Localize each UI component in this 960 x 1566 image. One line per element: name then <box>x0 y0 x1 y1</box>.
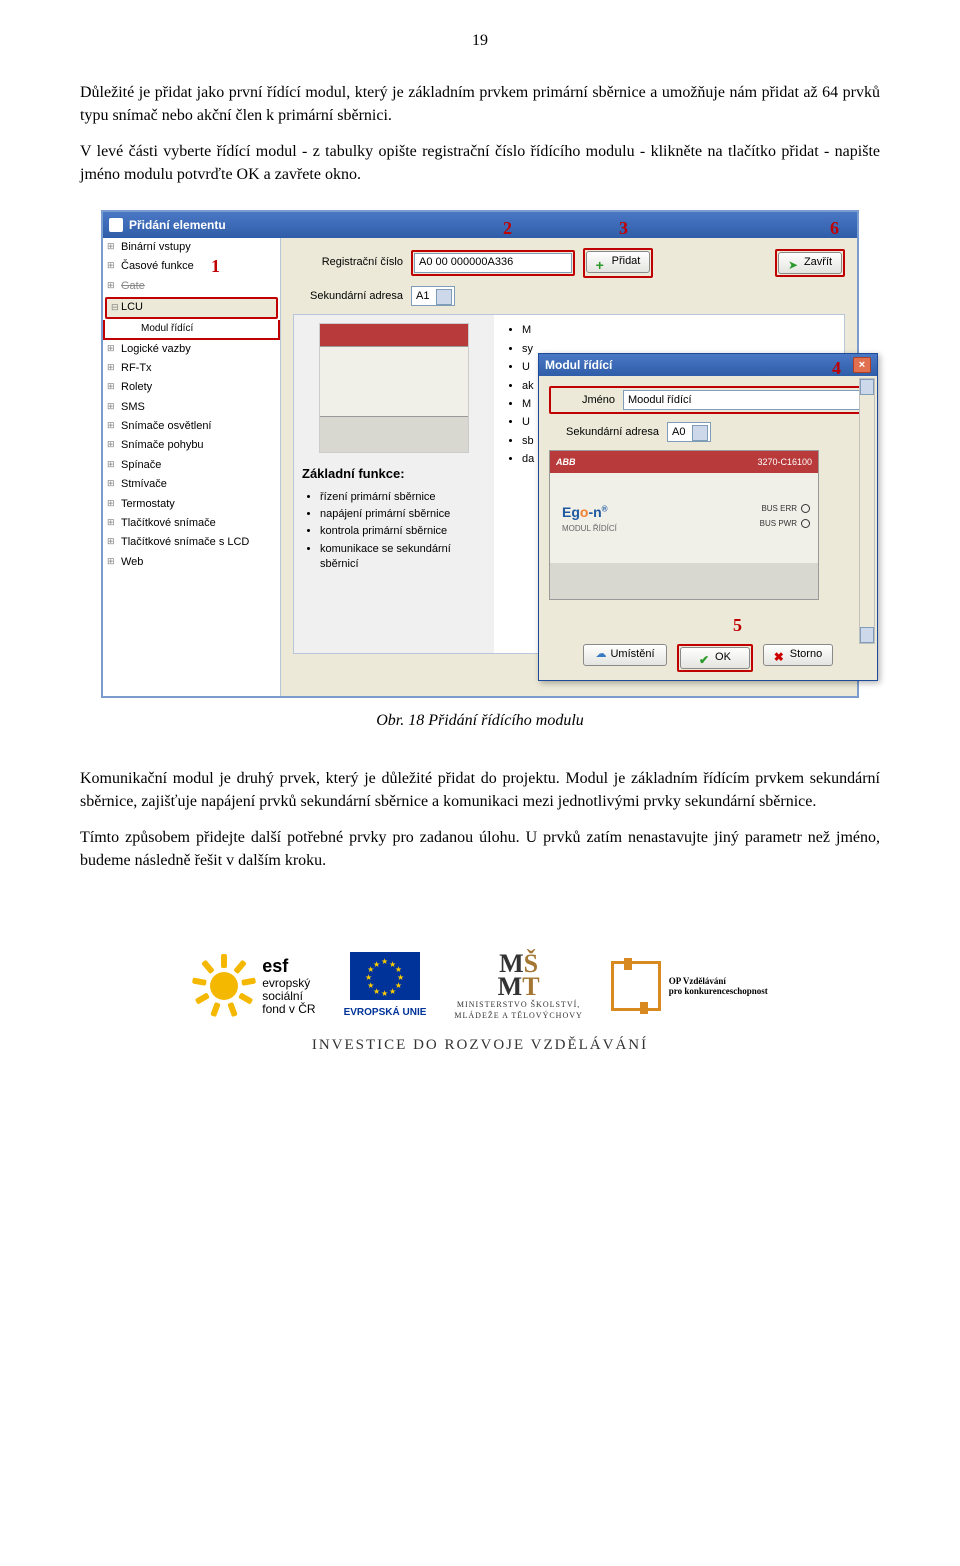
basic-item: komunikace se sekundární sběrnicí <box>320 542 486 573</box>
tree-item[interactable]: Spínače <box>103 456 280 475</box>
tree-item[interactable]: Tlačítkové snímače <box>103 514 280 533</box>
device-image <box>319 323 469 453</box>
page-number: 19 <box>80 30 880 52</box>
dialog-icon <box>109 218 123 232</box>
storno-button[interactable]: ✖Storno <box>763 644 833 666</box>
paragraph-4: Tímto způsobem přidejte další potřebné p… <box>80 827 880 872</box>
modal-close-button[interactable]: × <box>853 357 871 373</box>
add-button[interactable]: +Přidat <box>586 251 650 273</box>
plus-icon: + <box>596 256 608 268</box>
sek-combo[interactable]: A1 <box>411 286 455 306</box>
place-icon: ☁ <box>595 647 606 662</box>
led-icon <box>801 504 810 513</box>
sek-label: Sekundární adresa <box>293 289 403 304</box>
tree-list[interactable]: Binární vstupyČasové funkceGateLCUModul … <box>103 238 280 572</box>
device-code: 3270-C16100 <box>757 456 812 469</box>
place-button[interactable]: ☁Umístění <box>583 644 667 666</box>
reg-input[interactable]: A0 00 000000A336 <box>414 253 572 273</box>
modal-title: Modul řídící <box>545 357 612 374</box>
eu-logo: ★★★★★★★★★★★★ EVROPSKÁ UNIE <box>344 952 427 1020</box>
tree-item[interactable]: LCU <box>105 297 278 318</box>
reg-label: Registrační číslo <box>293 255 403 270</box>
run-icon: ➤ <box>788 257 800 269</box>
tree-item[interactable]: Web <box>103 553 280 572</box>
abb-logo: ABB <box>556 456 576 469</box>
callout-4: 4 <box>832 356 841 381</box>
callout-5: 5 <box>733 613 742 638</box>
modal-name-input[interactable]: Moodul řídící <box>623 390 863 410</box>
egon-logo: Ego-n® <box>562 503 617 523</box>
check-icon: ✔ <box>699 652 711 664</box>
callout-1: 1 <box>211 254 220 279</box>
tree-item[interactable]: SMS <box>103 398 280 417</box>
paragraph-3: Komunikační modul je druhý prvek, který … <box>80 768 880 813</box>
basic-list: řízení primární sběrnice napájení primárn… <box>302 490 486 575</box>
tree-item[interactable]: Časové funkce <box>103 257 280 276</box>
led2-label: BUS PWR <box>760 518 797 529</box>
esf-logo: esfevropskýsociálnífond v ČR <box>192 954 315 1018</box>
tree-item[interactable]: Rolety <box>103 378 280 397</box>
basic-item: kontrola primární sběrnice <box>320 524 486 539</box>
device-preview: ABB 3270-C16100 Ego-n® MODUL ŘÍDÍCÍ BUS … <box>549 450 819 600</box>
tree-item[interactable]: Binární vstupy <box>103 238 280 257</box>
opvk-logo: OP Vzdělávánípro konkurenceschopnost <box>611 961 768 1011</box>
tree-item[interactable]: RF-Tx <box>103 359 280 378</box>
figure-caption: Obr. 18 Přidání řídícího modulu <box>80 710 880 732</box>
tree-item[interactable]: Gate <box>103 277 280 296</box>
invest-text: INVESTICE DO ROZVOJE VZDĚLÁVÁNÍ <box>312 1035 648 1056</box>
egon-sub: MODUL ŘÍDÍCÍ <box>562 523 617 534</box>
modal-sek-label: Sekundární adresa <box>549 425 659 440</box>
modal-sek-combo[interactable]: A0 <box>667 422 711 442</box>
ok-button[interactable]: ✔OK <box>680 647 750 669</box>
tree-item[interactable]: Snímače pohybu <box>103 436 280 455</box>
dialog-title: Přidání elementu <box>129 217 226 234</box>
led1-label: BUS ERR <box>761 503 797 514</box>
modal-name-label: Jméno <box>553 393 615 408</box>
tree-item[interactable]: Snímače osvětlení <box>103 417 280 436</box>
main-panel: Registrační číslo A0 00 000000A336 +Přid… <box>281 238 857 696</box>
tree-item[interactable]: Termostaty <box>103 495 280 514</box>
modal-scrollbar[interactable] <box>859 378 875 644</box>
paragraph-1: Důležité je přidat jako první řídící mod… <box>80 82 880 127</box>
x-icon: ✖ <box>774 649 786 661</box>
tree-item[interactable]: Logické vazby <box>103 340 280 359</box>
tree-item[interactable]: Stmívače <box>103 475 280 494</box>
tree-item[interactable]: Modul řídící <box>103 320 280 340</box>
callout-3: 3 <box>619 216 628 241</box>
msmt-logo: MŠMT MINISTERSTVO ŠKOLSTVÍ, MLÁDEŽE A TĚ… <box>454 952 582 1021</box>
desc-frag: M <box>522 323 834 338</box>
module-modal: Modul řídící × 4 Jméno Moodul řídící Sek… <box>538 353 878 681</box>
basic-item: řízení primární sběrnice <box>320 490 486 505</box>
paragraph-2: V levé části vyberte řídící modul - z ta… <box>80 141 880 186</box>
dialog-screenshot: Přidání elementu 2 3 6 1 Binární vstupyČ… <box>101 210 859 698</box>
close-button[interactable]: ➤Zavřít <box>778 252 842 274</box>
esf-lines: evropskýsociálnífond v ČR <box>262 976 315 1016</box>
led-icon <box>801 519 810 528</box>
basic-item: napájení primární sběrnice <box>320 507 486 522</box>
description-panel: Základní funkce: řízení primární sběrnic… <box>293 314 845 654</box>
footer: esfevropskýsociálnífond v ČR ★★★★★★★★★★★… <box>80 952 880 1056</box>
dialog-titlebar: Přidání elementu 2 3 6 <box>103 212 857 238</box>
tree-panel: 1 Binární vstupyČasové funkceGateLCUModu… <box>103 238 281 696</box>
tree-item[interactable]: Tlačítkové snímače s LCD <box>103 533 280 552</box>
callout-6: 6 <box>830 216 839 241</box>
basic-heading: Základní funkce: <box>302 465 405 483</box>
callout-2: 2 <box>503 216 512 241</box>
